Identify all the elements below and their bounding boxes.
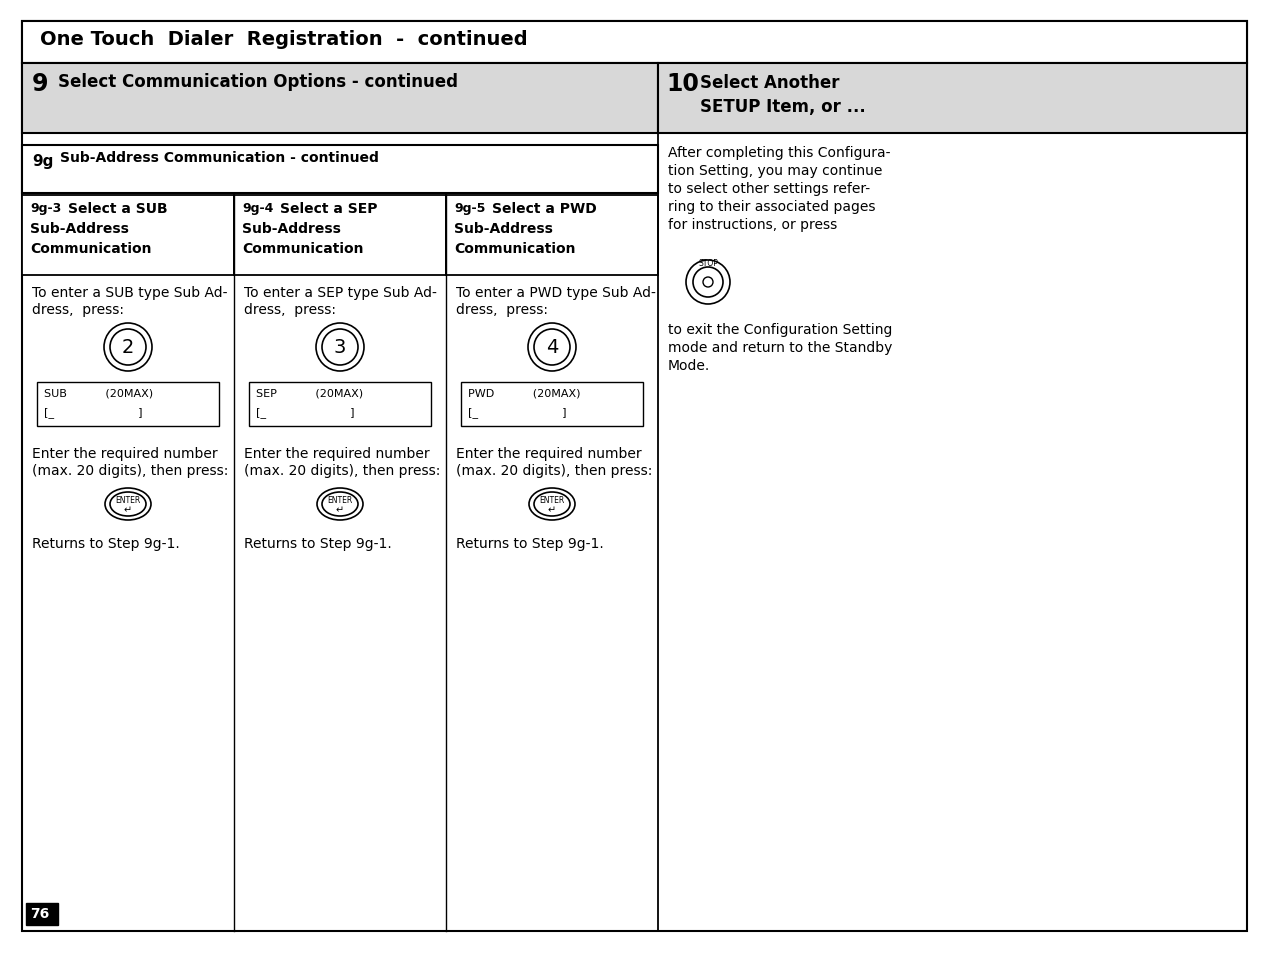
Text: SUB           (20MAX): SUB (20MAX) [44,389,154,398]
Text: Enter the required number: Enter the required number [32,447,217,460]
Text: ring to their associated pages: ring to their associated pages [667,200,876,213]
Bar [22,22,1247,64]
Bar [22,195,233,275]
Text: Select Communication Options - continued: Select Communication Options - continued [58,73,458,91]
Text: ↵: ↵ [548,504,556,515]
Text: Select a PWD: Select a PWD [492,202,596,215]
Text: STOP: STOP [698,259,718,268]
Text: [_                        ]: [_ ] [44,407,142,417]
Text: To enter a PWD type Sub Ad-: To enter a PWD type Sub Ad- [456,286,656,299]
Bar [22,146,659,193]
Text: 9g: 9g [32,153,53,169]
Text: Returns to Step 9g-1.: Returns to Step 9g-1. [456,537,604,551]
Text: Sub-Address: Sub-Address [454,222,553,235]
Text: dress,  press:: dress, press: [456,303,548,316]
Text: ENTER: ENTER [115,496,141,505]
Text: (max. 20 digits), then press:: (max. 20 digits), then press: [244,463,440,477]
Bar [37,382,220,427]
Text: 4: 4 [546,338,558,357]
Text: for instructions, or press: for instructions, or press [667,218,838,232]
Text: One Touch  Dialer  Registration  -  continued: One Touch Dialer Registration - continue… [41,30,528,49]
Text: dress,  press:: dress, press: [32,303,124,316]
Bar [22,64,659,133]
Text: mode and return to the Standby: mode and return to the Standby [667,340,892,355]
Text: Returns to Step 9g-1.: Returns to Step 9g-1. [32,537,180,551]
Bar [659,64,1247,133]
Bar [25,903,58,925]
Text: Select Another: Select Another [700,74,840,91]
Text: Returns to Step 9g-1.: Returns to Step 9g-1. [244,537,392,551]
Text: Communication: Communication [242,242,363,255]
Text: [_                        ]: [_ ] [256,407,354,417]
Text: to select other settings refer-: to select other settings refer- [667,182,871,195]
Text: ENTER: ENTER [327,496,353,505]
Text: Select a SUB: Select a SUB [69,202,168,215]
Bar [445,195,659,275]
Text: 9: 9 [32,71,48,96]
Text: To enter a SUB type Sub Ad-: To enter a SUB type Sub Ad- [32,286,227,299]
Bar [233,195,445,275]
Text: 10: 10 [666,71,699,96]
Bar [461,382,643,427]
Text: SEP           (20MAX): SEP (20MAX) [256,389,363,398]
Text: ↵: ↵ [124,504,132,515]
Text: ↵: ↵ [336,504,344,515]
Text: ENTER: ENTER [539,496,565,505]
Text: Select a SEP: Select a SEP [280,202,377,215]
Text: 2: 2 [122,338,135,357]
Text: 3: 3 [334,338,346,357]
Text: 76: 76 [30,906,49,920]
Text: (max. 20 digits), then press:: (max. 20 digits), then press: [32,463,228,477]
Text: Communication: Communication [30,242,151,255]
Text: tion Setting, you may continue: tion Setting, you may continue [667,164,882,178]
Text: Enter the required number: Enter the required number [244,447,430,460]
Text: 9g-3: 9g-3 [30,202,61,214]
Text: To enter a SEP type Sub Ad-: To enter a SEP type Sub Ad- [244,286,437,299]
Text: Sub-Address Communication - continued: Sub-Address Communication - continued [60,151,379,165]
Text: [_                        ]: [_ ] [468,407,566,417]
Text: (max. 20 digits), then press:: (max. 20 digits), then press: [456,463,652,477]
Bar [249,382,431,427]
Text: to exit the Configuration Setting: to exit the Configuration Setting [667,323,892,336]
Text: Communication: Communication [454,242,576,255]
Text: Sub-Address: Sub-Address [30,222,129,235]
Text: 9g-4: 9g-4 [242,202,273,214]
Text: 9g-5: 9g-5 [454,202,485,214]
Text: SETUP Item, or ...: SETUP Item, or ... [700,98,865,116]
Text: Sub-Address: Sub-Address [242,222,341,235]
Text: PWD           (20MAX): PWD (20MAX) [468,389,580,398]
Text: dress,  press:: dress, press: [244,303,336,316]
Text: After completing this Configura-: After completing this Configura- [667,146,891,160]
Text: Enter the required number: Enter the required number [456,447,642,460]
Text: Mode.: Mode. [667,358,711,373]
